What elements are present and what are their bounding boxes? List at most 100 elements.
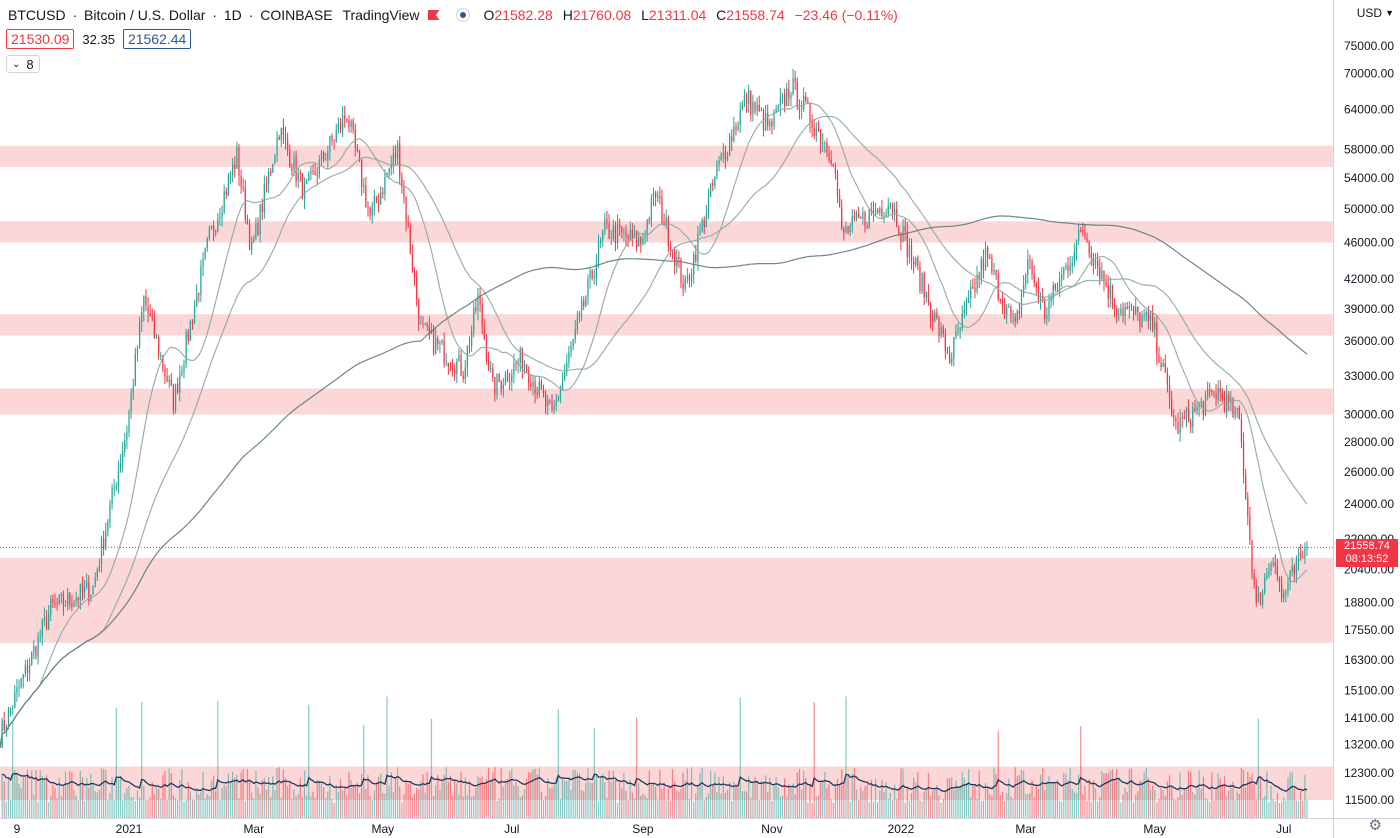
candle-body <box>168 379 170 382</box>
candle-body <box>5 726 7 731</box>
volume-bar <box>1304 775 1306 818</box>
volume-bar <box>951 777 953 818</box>
volume-bar <box>576 772 578 818</box>
candle-body <box>997 274 999 299</box>
candle-body <box>633 231 636 239</box>
candle-body <box>972 286 974 288</box>
volume-bar <box>631 792 633 818</box>
volume-bar <box>210 780 213 818</box>
candle-body <box>1293 566 1295 574</box>
candle-body <box>654 192 657 198</box>
volume-bar <box>1251 773 1253 818</box>
volume-bar <box>1109 770 1111 818</box>
volume-bar <box>246 769 249 818</box>
volume-bar <box>686 768 688 818</box>
volume-bar <box>568 778 570 818</box>
volume-bar <box>597 802 600 818</box>
volume-bar <box>896 799 898 818</box>
candle-body <box>215 231 217 233</box>
volume-bar <box>703 800 705 818</box>
volume-bar <box>100 767 103 818</box>
volume-bar <box>661 789 663 818</box>
volume-bar <box>1261 797 1264 818</box>
volume-bar <box>1200 788 1202 818</box>
volume-bar <box>741 791 743 818</box>
volume-bar <box>92 783 94 818</box>
volume-bar <box>517 786 519 818</box>
candle-body <box>1001 299 1004 306</box>
candle-body <box>208 228 211 239</box>
candle-body <box>1251 540 1253 574</box>
candle-body <box>1192 407 1194 427</box>
time-tick-label: May <box>1143 822 1166 836</box>
symbol-header: BTCUSD · Bitcoin / U.S. Dollar · 1D · CO… <box>8 7 904 23</box>
volume-bar <box>733 781 735 818</box>
volume-bar <box>500 768 502 818</box>
volume-bar <box>1130 768 1133 818</box>
volume-bar <box>1122 794 1124 818</box>
volume-bar <box>54 787 56 818</box>
candle-body <box>172 384 175 411</box>
candle-body <box>720 154 722 161</box>
candle-body <box>496 374 498 395</box>
volume-bar <box>437 774 439 818</box>
symbol[interactable]: BTCUSD <box>8 7 66 23</box>
volume-bar <box>800 789 803 818</box>
candle-body <box>858 212 860 218</box>
volume-bar <box>1088 779 1090 818</box>
volume-bar <box>735 784 737 818</box>
market-status-icon[interactable] <box>455 8 470 22</box>
indicators-toggle[interactable]: ⌄ 8 <box>6 55 40 73</box>
ask-price[interactable]: 21562.44 <box>122 29 192 49</box>
volume-bar <box>506 778 509 818</box>
candle-body <box>769 121 771 127</box>
volume-bar <box>232 771 234 818</box>
candle-body <box>1027 259 1029 275</box>
candle-body <box>530 383 532 388</box>
volume-bar <box>62 784 65 818</box>
volume-bar <box>473 795 475 818</box>
volume-bar <box>561 778 564 818</box>
bar-countdown: 08:13:52 <box>1345 553 1389 566</box>
candle-body <box>756 104 758 112</box>
candle-body <box>1058 278 1061 291</box>
volume-bar <box>69 770 71 818</box>
volume-bar <box>623 773 625 818</box>
candle-body <box>439 342 441 344</box>
volume-bar <box>838 785 841 818</box>
candle-body <box>739 110 741 126</box>
candle-body <box>807 101 809 103</box>
volume-bar <box>511 769 513 818</box>
candle-body <box>1139 312 1141 328</box>
candle-body <box>1056 289 1059 291</box>
candle-body <box>96 569 98 578</box>
candle-body <box>244 187 246 220</box>
flag-icon[interactable] <box>427 10 440 20</box>
candle-body <box>1018 311 1021 315</box>
candle-body <box>1255 583 1257 603</box>
volume-bar <box>1215 788 1217 818</box>
volume-bar <box>758 799 760 818</box>
candle-body <box>75 597 77 603</box>
volume-bar <box>868 802 870 818</box>
candle-body <box>392 153 395 165</box>
candle-body <box>92 586 94 595</box>
bid-price[interactable]: 21530.09 <box>6 29 75 49</box>
interval[interactable]: 1D <box>223 7 242 23</box>
volume-bar <box>1253 784 1255 818</box>
candle-body <box>479 294 481 306</box>
candle-body <box>52 598 54 604</box>
currency-selector[interactable]: USD ▼ <box>1357 6 1394 20</box>
price-axis: 75000.00 70000.00 64000.00 58000.00 54000.00… <box>1333 0 1394 838</box>
candle-body <box>1010 306 1012 317</box>
candle-body <box>1226 394 1228 412</box>
candle-body <box>69 592 71 604</box>
candle-body <box>1050 298 1052 303</box>
volume-bar <box>1135 795 1137 818</box>
volume-bar <box>83 801 86 818</box>
volume-bar <box>1 774 3 818</box>
volume-bar <box>1228 790 1230 818</box>
candle-body <box>318 159 320 176</box>
gear-icon[interactable]: ⚙ <box>1368 817 1382 834</box>
